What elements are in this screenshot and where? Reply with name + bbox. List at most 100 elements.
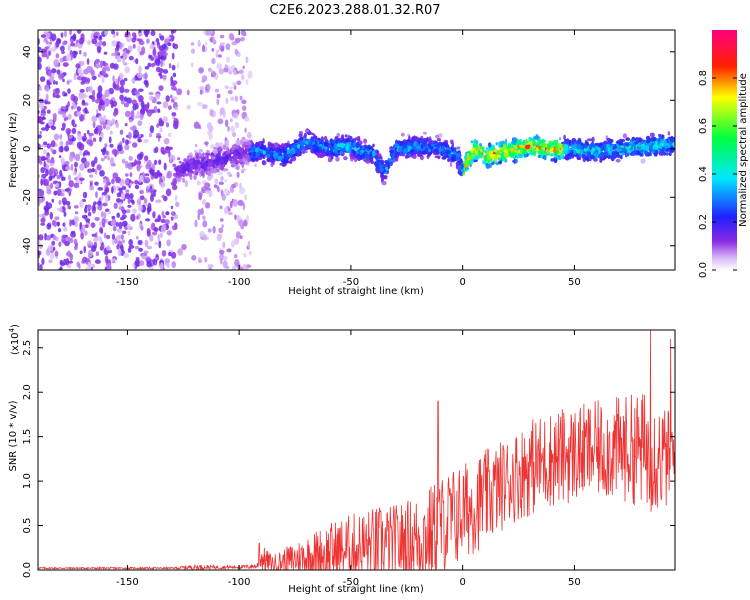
spectrogram-cell [121,209,127,215]
spectrogram-cell [610,154,616,158]
spectrogram-cell [213,146,218,150]
spectrogram-cell [489,155,494,158]
spectrogram-cell [56,38,62,45]
spectrogram-cell [99,136,102,142]
spectrogram-cell [662,139,668,145]
spectrogram-cell [247,240,251,249]
spectrogram-cell [102,94,106,101]
spectrogram-cell [219,34,225,39]
spectrogram-cell [120,99,125,105]
spectrogram-cell [38,56,42,64]
spectrogram-cell [210,155,215,161]
spectrogram-cell [97,115,104,122]
spectrogram-cell [62,122,66,129]
spectrogram-cell [222,156,227,161]
spectrogram-cell [171,261,176,269]
spectrogram-cell [495,142,498,146]
spectrogram-cell [436,149,440,156]
spectrogram-cell [149,125,155,134]
spectrogram-cell [225,97,229,105]
spectrogram-cell [130,213,136,222]
spectrogram-cell [390,155,395,161]
spectrogram-cell [174,166,179,172]
spectrogram-cell [570,155,575,159]
spectrogram-x-tick-label: -100 [228,277,251,288]
spectrogram-cell [194,144,198,147]
spectrogram-cell [104,143,108,148]
spectrogram-cell [223,255,228,261]
spectrogram-cell [629,141,633,145]
spectrogram-cell [156,172,163,177]
snr-y-multiplier-close: ) [10,324,21,328]
spectrogram-cell [239,95,243,101]
spectrogram-cell [279,162,284,166]
spectrogram-cell [661,134,665,137]
spectrogram-cell [379,168,384,172]
spectrogram-cell [471,153,475,158]
spectrogram-cell [504,148,508,154]
spectrogram-cell [91,95,96,103]
spectrogram-cell [342,138,348,142]
spectrogram-cell [74,211,79,215]
spectrogram-cell [248,152,253,156]
spectrogram-cell [58,72,64,80]
spectrogram-cell [54,216,60,221]
spectrogram-cell [216,93,221,99]
spectrogram-cell [207,67,213,72]
spectrogram-cell [79,151,83,156]
spectrogram-cell [101,192,107,196]
spectrogram-cell [232,199,238,207]
spectrogram-cell [428,138,432,143]
spectrogram-cell [174,194,178,202]
spectrogram-cell [296,144,301,149]
spectrogram-cell [482,150,487,153]
spectrogram-cell [43,141,48,146]
spectrogram-cell [138,88,144,92]
spectrogram-cell [127,204,132,208]
spectrogram-cell [411,136,415,142]
spectrogram-cell [667,131,671,136]
spectrogram-cell [94,156,98,164]
spectrogram-cell [61,176,66,181]
spectrogram-cell [171,52,175,60]
spectrogram-cell [116,59,122,63]
spectrogram-cell [173,118,179,126]
spectrogram-cell [495,162,499,166]
spectrogram-cell [188,172,193,177]
spectrogram-cell [65,165,71,171]
spectrogram-cell [290,147,295,152]
spectrogram-cell [458,160,464,163]
spectrogram-cell [82,191,88,199]
spectrogram-cell [660,151,663,156]
spectrogram-cell [170,181,175,186]
spectrogram-cell [220,46,225,52]
spectrogram-cell [155,146,159,153]
spectrogram-x-tick-label: 50 [568,277,581,288]
spectrogram-cell [147,188,154,193]
spectrogram-cell [38,116,43,124]
spectrogram-cell [91,160,96,168]
spectrogram-cell [524,140,527,146]
spectrogram-cell [184,182,188,188]
spectrogram-cell [419,139,423,143]
spectrogram-cell [73,217,78,223]
spectrogram-cell [227,211,233,216]
spectrogram-cell [166,230,172,236]
spectrogram-cell [150,63,155,68]
spectrogram-cell [128,55,134,61]
spectrogram-cell [405,155,411,159]
spectrogram-cell [182,165,187,172]
spectrogram-cell [48,70,52,77]
spectrogram-cell [79,88,85,93]
spectrogram-cell [167,105,172,110]
spectrogram-cell [115,121,119,129]
spectrogram-cell [50,125,57,131]
spectrogram-cell [531,148,535,152]
spectrogram-cell [144,72,148,80]
spectrogram-cell [78,91,85,100]
spectrogram-cell [148,55,153,59]
spectrogram-cell [607,155,611,159]
spectrogram-cell [138,30,142,33]
spectrogram-cell [172,72,177,78]
spectrogram-cell [262,146,267,151]
